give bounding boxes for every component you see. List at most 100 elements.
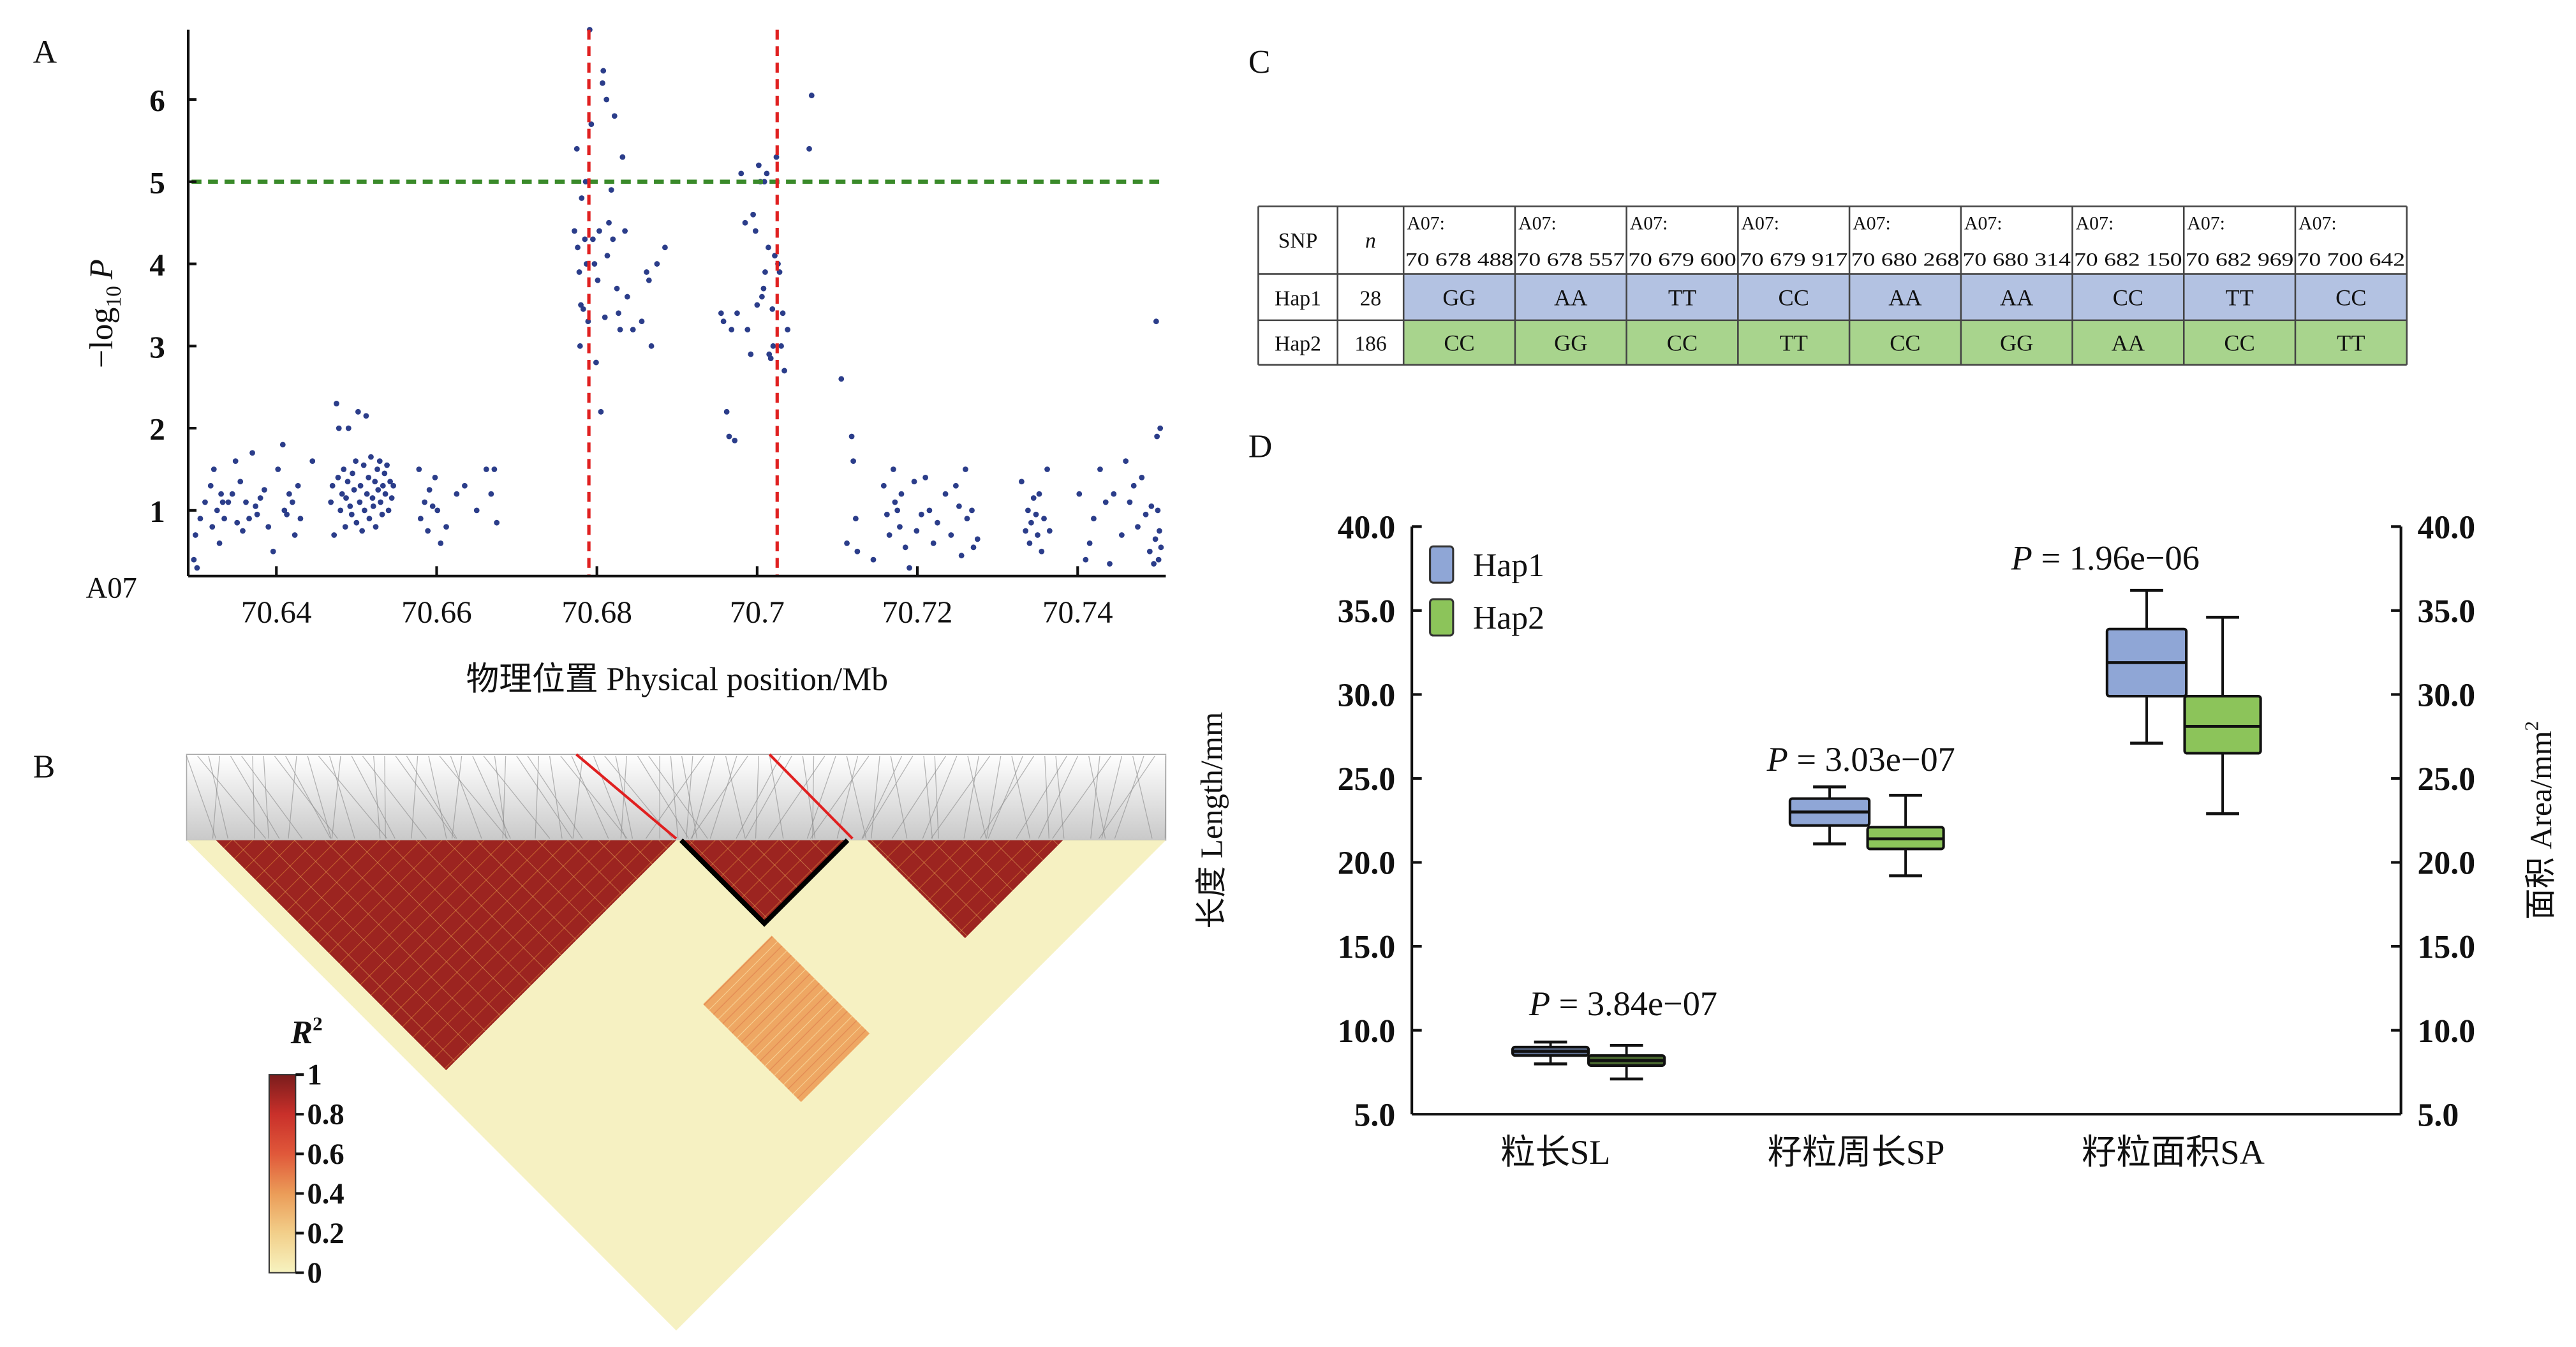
snp-point <box>1035 532 1040 538</box>
snp-point <box>761 179 767 185</box>
snp-point <box>192 532 198 538</box>
ld-connector <box>1016 755 1067 839</box>
snp-point <box>894 507 901 514</box>
ld-connector <box>494 755 507 839</box>
ld-connector <box>709 755 737 839</box>
snp-point <box>454 491 460 497</box>
y-axis-title-var: P <box>84 259 120 280</box>
snp-point <box>1107 561 1113 567</box>
p-value-var: P <box>1766 740 1788 778</box>
snp-point <box>738 170 744 177</box>
colorbar-tick-label: 1 <box>307 1059 322 1092</box>
ld-block-texture <box>681 840 848 924</box>
category-label: 粒长SL <box>1500 1133 1610 1172</box>
svg-text:−log10P: −log10 P <box>84 259 126 368</box>
snp-point <box>1154 433 1160 440</box>
snp-point <box>225 499 232 505</box>
snp-point <box>604 253 611 259</box>
snp-point <box>1083 556 1089 563</box>
table-header-chrom: A07: <box>1630 213 1668 234</box>
snp-point <box>1025 507 1031 514</box>
snp-point <box>348 511 355 517</box>
snp-point <box>417 516 424 522</box>
snp-point <box>284 511 290 517</box>
x-tick-label-a: 70.7 <box>730 594 785 629</box>
snp-point <box>335 474 341 480</box>
y-axis-title-right-sup: 2 <box>2520 721 2542 731</box>
y-tick-label-a: 6 <box>149 83 165 118</box>
snp-point <box>1091 516 1097 522</box>
snp-point <box>577 343 583 349</box>
table-header-row <box>1258 206 2407 274</box>
table-cell-genotype: AA <box>2000 285 2033 311</box>
snp-point <box>762 269 768 275</box>
p-value-var: P <box>1529 985 1550 1023</box>
snp-point <box>1152 536 1158 542</box>
p-value-number: 3.03e−07 <box>1825 740 1955 778</box>
ld-connector <box>208 755 228 839</box>
table-cell-genotype: CC <box>1444 331 1474 356</box>
snp-point <box>491 466 498 472</box>
snp-point <box>1018 479 1025 485</box>
snp-point <box>963 466 968 472</box>
ld-connector <box>450 755 482 839</box>
snp-point <box>764 170 770 177</box>
snp-point <box>380 482 386 489</box>
snp-point <box>494 519 500 526</box>
ld-highlight <box>679 838 850 927</box>
snp-point <box>964 516 970 522</box>
snp-point <box>1046 528 1053 534</box>
snp-point <box>366 516 373 522</box>
snp-point <box>289 499 295 505</box>
svg-text:R2: R2 <box>290 1012 323 1051</box>
x-tick-label-a: 70.68 <box>561 594 632 629</box>
ld-connector-band <box>186 754 1167 841</box>
snp-point <box>249 450 255 456</box>
snp-point <box>207 482 214 489</box>
table-cell-genotype: AA <box>1888 285 1921 311</box>
snp-point <box>1130 482 1137 489</box>
legend-swatch-hap1 <box>1429 545 1455 584</box>
snp-point <box>328 499 334 505</box>
snp-point <box>942 491 949 497</box>
snp-point <box>576 269 582 275</box>
p-value-eq: = <box>1550 985 1587 1023</box>
table-cell-genotype: CC <box>2335 285 2366 311</box>
snp-point <box>729 327 735 332</box>
y-axis-title-right-d: 面积 Area/mm2 <box>2520 721 2558 920</box>
ld-connector <box>934 755 939 839</box>
y-tick-label-right-d: 40.0 <box>2418 509 2476 546</box>
snp-point <box>848 433 855 440</box>
snp-point <box>253 503 258 509</box>
ld-connector-highlight-left <box>575 753 677 840</box>
table-cell-genotype: GG <box>2000 331 2033 356</box>
y-tick-label-left-d: 35.0 <box>1338 593 1396 630</box>
snp-point <box>720 318 727 325</box>
snp-point <box>385 507 392 514</box>
ld-connector <box>690 755 748 839</box>
snp-point <box>760 285 767 292</box>
snp-point <box>381 470 388 477</box>
x-tick-label-a: 70.64 <box>241 594 312 629</box>
ld-connector <box>395 755 456 839</box>
snp-point <box>357 482 364 489</box>
table-cell-genotype: TT <box>1668 285 1696 311</box>
snp-point <box>662 244 668 251</box>
snp-point <box>341 466 347 472</box>
snp-point <box>1118 532 1125 538</box>
snp-point <box>750 211 756 218</box>
ld-connector <box>329 755 355 839</box>
table-header-position: 70 678 488 <box>1405 249 1514 271</box>
snp-point <box>1123 458 1129 464</box>
ld-connector <box>755 755 759 839</box>
snp-point <box>214 507 220 514</box>
snp-point <box>347 503 353 509</box>
p-value-label: P = 1.96e−06 <box>2011 539 2200 577</box>
x-ticks-a: 70.64 70.66 70.68 70.7 70.72 70.74 <box>241 566 1113 629</box>
snp-point <box>591 261 598 267</box>
snp-point <box>654 261 660 267</box>
ld-connector <box>252 755 255 839</box>
y-tick-label-left-d: 20.0 <box>1338 845 1396 882</box>
snp-point <box>432 474 438 480</box>
ld-connector <box>572 755 584 839</box>
